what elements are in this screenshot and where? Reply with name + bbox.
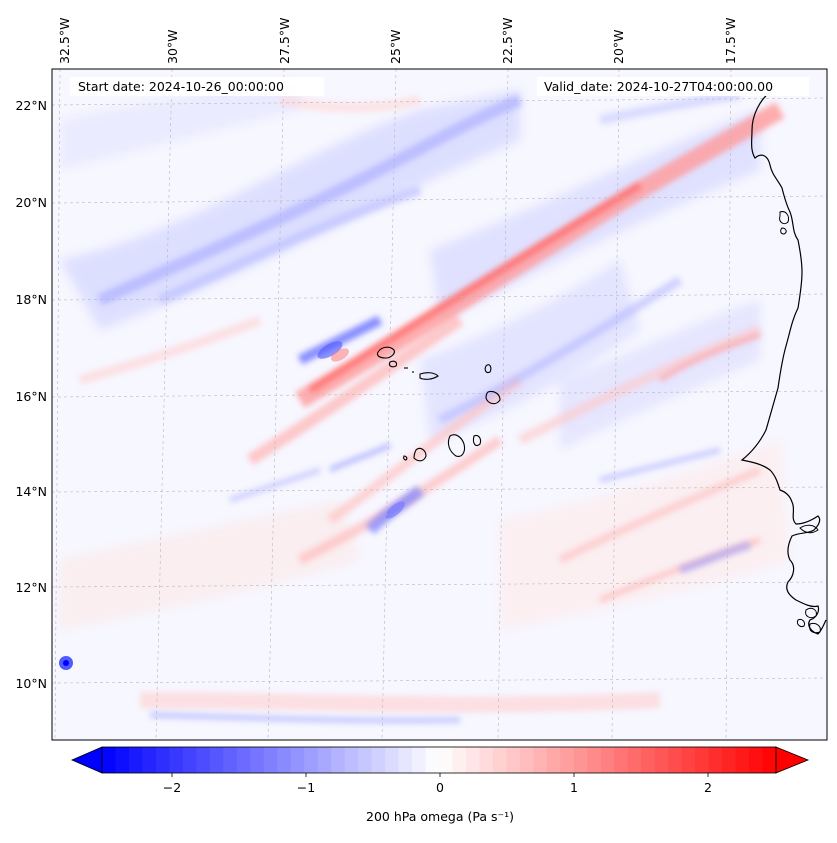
colorbar-cell (506, 747, 521, 773)
colorbar-cell (169, 747, 184, 773)
colorbar-cell (128, 747, 144, 773)
colorbar-cell (546, 747, 561, 773)
colorbar-cell (587, 747, 602, 773)
longitude-labels: 32.5°W 30°W 27.5°W 25°W 22.5°W 20°W 17.5… (57, 18, 738, 64)
colorbar-cell (439, 747, 454, 773)
colorbar-label: 200 hPa omega (Pa s⁻¹) (366, 809, 514, 824)
colorbar-cell (304, 747, 319, 773)
colorbar-cell (331, 747, 346, 773)
valid-date-label: Valid_date: 2024-10-27T04:00:00.00 (544, 79, 773, 94)
colorbar-tick-label: 1 (570, 780, 578, 795)
colorbar-cells (102, 747, 777, 773)
start-date-label: Start date: 2024-10-26_00:00:00 (78, 79, 284, 94)
lon-label-32-5w: 32.5°W (57, 18, 72, 64)
colorbar-cell (385, 747, 400, 773)
lat-label-20n: 20°N (15, 195, 47, 210)
colorbar-cell (250, 747, 265, 773)
colorbar: −2 −1 0 1 2 200 hPa omega (Pa s⁻¹) (70, 746, 810, 824)
colorbar-tick-label: −1 (297, 780, 315, 795)
colorbar-cell (722, 747, 737, 773)
lon-label-17-5w: 17.5°W (723, 18, 738, 64)
colorbar-cell (762, 747, 777, 773)
colorbar-cell (223, 747, 238, 773)
colorbar-cell (465, 747, 481, 773)
colorbar-cell (371, 747, 386, 773)
colorbar-cell (695, 747, 710, 773)
colorbar-cell (519, 747, 534, 773)
colorbar-cell (398, 747, 413, 773)
lat-label-10n: 10°N (15, 676, 47, 691)
colorbar-cell (735, 747, 750, 773)
colorbar-frame (101, 746, 777, 774)
latitude-labels: 22°N 20°N 18°N 16°N 14°N 12°N 10°N (15, 98, 47, 691)
colorbar-tick-label: 0 (436, 780, 444, 795)
field-negative-bands (97, 90, 752, 724)
valid-date-box (537, 77, 809, 96)
colorbar-ticks (171, 773, 709, 777)
colorbar-cell (681, 747, 696, 773)
colorbar-cell (277, 747, 292, 773)
colorbar-cell (452, 747, 467, 773)
map-frame (51, 68, 828, 741)
lon-label-27-5w: 27.5°W (277, 18, 292, 64)
colorbar-cell (412, 747, 427, 773)
colorbar-cell (102, 747, 117, 773)
map-panel: Start date: 2024-10-26_00:00:00 Valid_da… (52, 69, 827, 740)
colorbar-max-extend (775, 746, 810, 774)
colorbar-cell (196, 747, 211, 773)
lat-label-16n: 16°N (15, 389, 47, 404)
colorbar-min-extend (70, 746, 103, 774)
colorbar-cell (533, 747, 548, 773)
colorbar-cell (263, 747, 278, 773)
colorbar-cell (479, 747, 494, 773)
graticule (52, 69, 827, 740)
coastline-west-africa (740, 91, 827, 635)
lat-label-18n: 18°N (15, 292, 47, 307)
colorbar-cell (155, 747, 170, 773)
lon-label-30w: 30°W (165, 29, 180, 64)
colorbar-cell (236, 747, 251, 773)
colorbar-cell (317, 747, 332, 773)
lon-label-25w: 25°W (388, 29, 403, 64)
colorbar-cell (749, 747, 764, 773)
coastal-islands (779, 211, 821, 634)
colorbar-cell (573, 747, 588, 773)
colorbar-cell (708, 747, 723, 773)
lon-label-20w: 20°W (611, 29, 626, 64)
colorbar-tick-labels: −2 −1 0 1 2 (163, 780, 712, 795)
field-extrema (59, 341, 405, 670)
lat-label-14n: 14°N (15, 484, 47, 499)
colorbar-cell (600, 747, 615, 773)
colorbar-cell (654, 747, 669, 773)
colorbar-cell (182, 747, 197, 773)
colorbar-cell (142, 747, 157, 773)
lat-label-22n: 22°N (15, 98, 47, 113)
cape-verde-islands (376, 346, 501, 462)
start-date-box (70, 77, 324, 96)
colorbar-cell (627, 747, 642, 773)
colorbar-cell (614, 747, 629, 773)
colorbar-tick-label: 2 (704, 780, 712, 795)
colorbar-cell (492, 747, 507, 773)
colorbar-cell (209, 747, 224, 773)
colorbar-cell (358, 747, 373, 773)
colorbar-cell (115, 747, 130, 773)
colorbar-tick-label: −2 (163, 780, 181, 795)
colorbar-cell (344, 747, 359, 773)
colorbar-cell (425, 747, 440, 773)
colorbar-cell (560, 747, 575, 773)
colorbar-cell (668, 747, 683, 773)
colorbar-cell (290, 747, 305, 773)
colorbar-cell (641, 747, 656, 773)
lon-label-22-5w: 22.5°W (500, 18, 515, 64)
lat-label-12n: 12°N (15, 580, 47, 595)
